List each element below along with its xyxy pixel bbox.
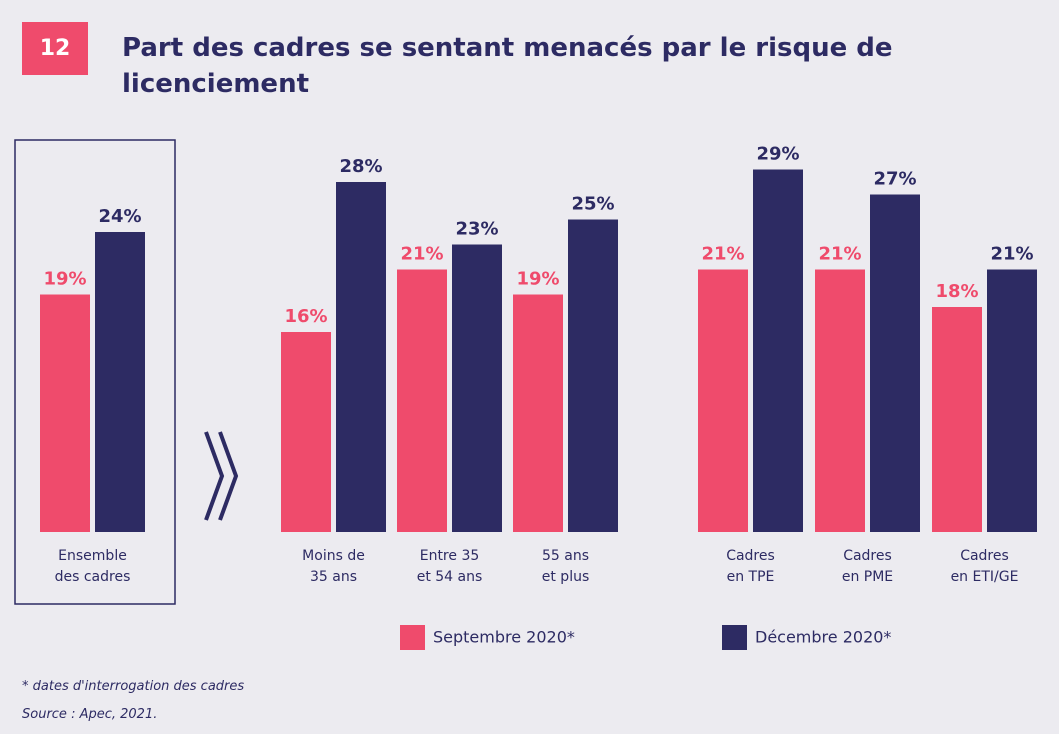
category-label: 55 ans et plus	[541, 548, 590, 585]
bar	[932, 307, 982, 532]
legend-label: Décembre 2020*	[755, 628, 891, 647]
bar	[815, 269, 865, 532]
value-label: 16%	[284, 306, 327, 327]
value-label: 23%	[455, 219, 498, 240]
category-label: Entre 35 et 54 ans	[416, 548, 483, 585]
chart-title: Part des cadres se sentant menacés par l…	[122, 33, 893, 99]
category-label: Cadres en ETI/GE	[950, 548, 1019, 585]
value-label: 28%	[339, 156, 382, 177]
chevron	[204, 431, 225, 521]
value-label: 19%	[516, 269, 559, 290]
value-label: 21%	[400, 244, 443, 265]
bar	[452, 244, 502, 532]
legend-label: Septembre 2020*	[433, 628, 575, 647]
legend-swatch	[400, 625, 425, 650]
value-label: 18%	[935, 281, 978, 302]
value-label: 29%	[756, 144, 799, 165]
bar	[336, 182, 386, 532]
bar	[281, 332, 331, 532]
value-label: 24%	[98, 206, 141, 227]
bar	[513, 294, 563, 532]
bar	[987, 269, 1037, 532]
category-label: Ensemble des cadres	[54, 548, 131, 585]
chevron	[218, 431, 239, 521]
value-label: 21%	[818, 244, 861, 265]
value-label: 21%	[701, 244, 744, 265]
bar	[95, 232, 145, 532]
bar	[397, 269, 447, 532]
category-label: Cadres en TPE	[726, 548, 775, 585]
figure-number: 12	[22, 22, 88, 75]
category-label: Cadres en PME	[841, 548, 894, 585]
category-label: Moins de 35 ans	[302, 548, 365, 585]
value-label: 19%	[43, 269, 86, 290]
bar	[568, 219, 618, 532]
value-label: 21%	[990, 244, 1033, 265]
bar	[40, 294, 90, 532]
highlight-box	[14, 139, 176, 605]
value-label: 25%	[571, 194, 614, 215]
legend-swatch	[722, 625, 747, 650]
bar	[698, 269, 748, 532]
bar	[753, 169, 803, 532]
bar	[870, 194, 920, 532]
source: Source : Apec, 2021.	[22, 707, 158, 722]
footnote: * dates d'interrogation des cadres	[22, 679, 245, 694]
value-label: 27%	[873, 169, 916, 190]
